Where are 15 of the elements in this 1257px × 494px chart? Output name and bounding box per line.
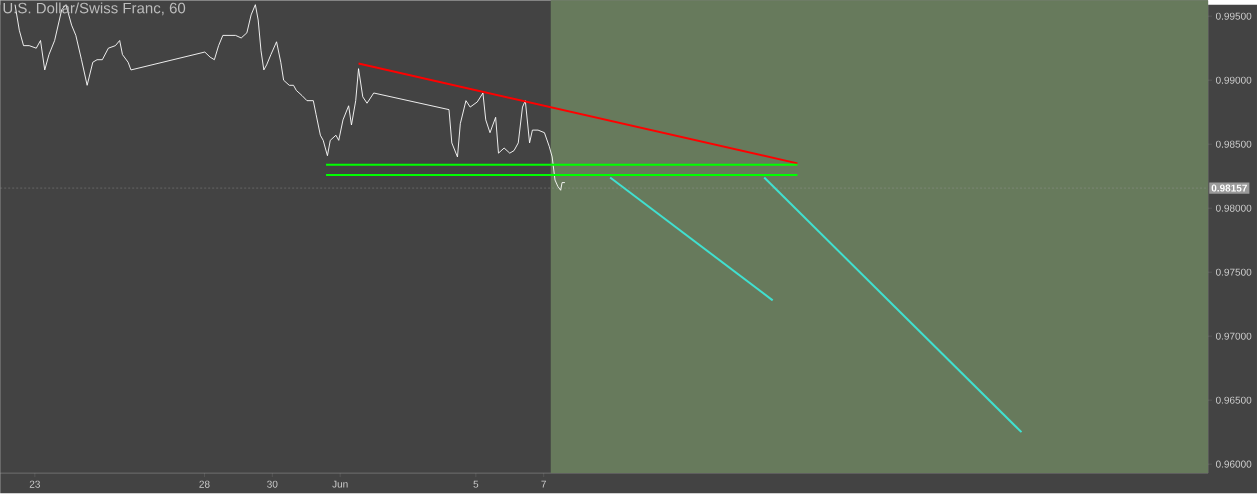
x-tick-label: 28 — [199, 480, 210, 488]
y-tick-label: 0.97500 — [1215, 268, 1252, 276]
x-tick-label: 30 — [267, 480, 278, 488]
y-tick-label: 0.97000 — [1215, 332, 1252, 340]
x-tick-label: 5 — [473, 480, 479, 488]
y-tick-label: 0.98500 — [1215, 140, 1252, 148]
y-tick-label: 0.99500 — [1215, 12, 1252, 20]
x-tick-label: Jun — [332, 480, 348, 488]
y-tick-label: 0.98000 — [1215, 204, 1252, 212]
x-tick-label: 23 — [29, 480, 40, 488]
ref-line-label: 0.98157 — [1211, 184, 1247, 192]
x-tick-label: 7 — [541, 480, 546, 488]
y-tick-label: 0.96000 — [1215, 460, 1252, 468]
y-tick-label: 0.99000 — [1215, 76, 1252, 84]
y-tick-label: 0.96500 — [1215, 396, 1252, 404]
